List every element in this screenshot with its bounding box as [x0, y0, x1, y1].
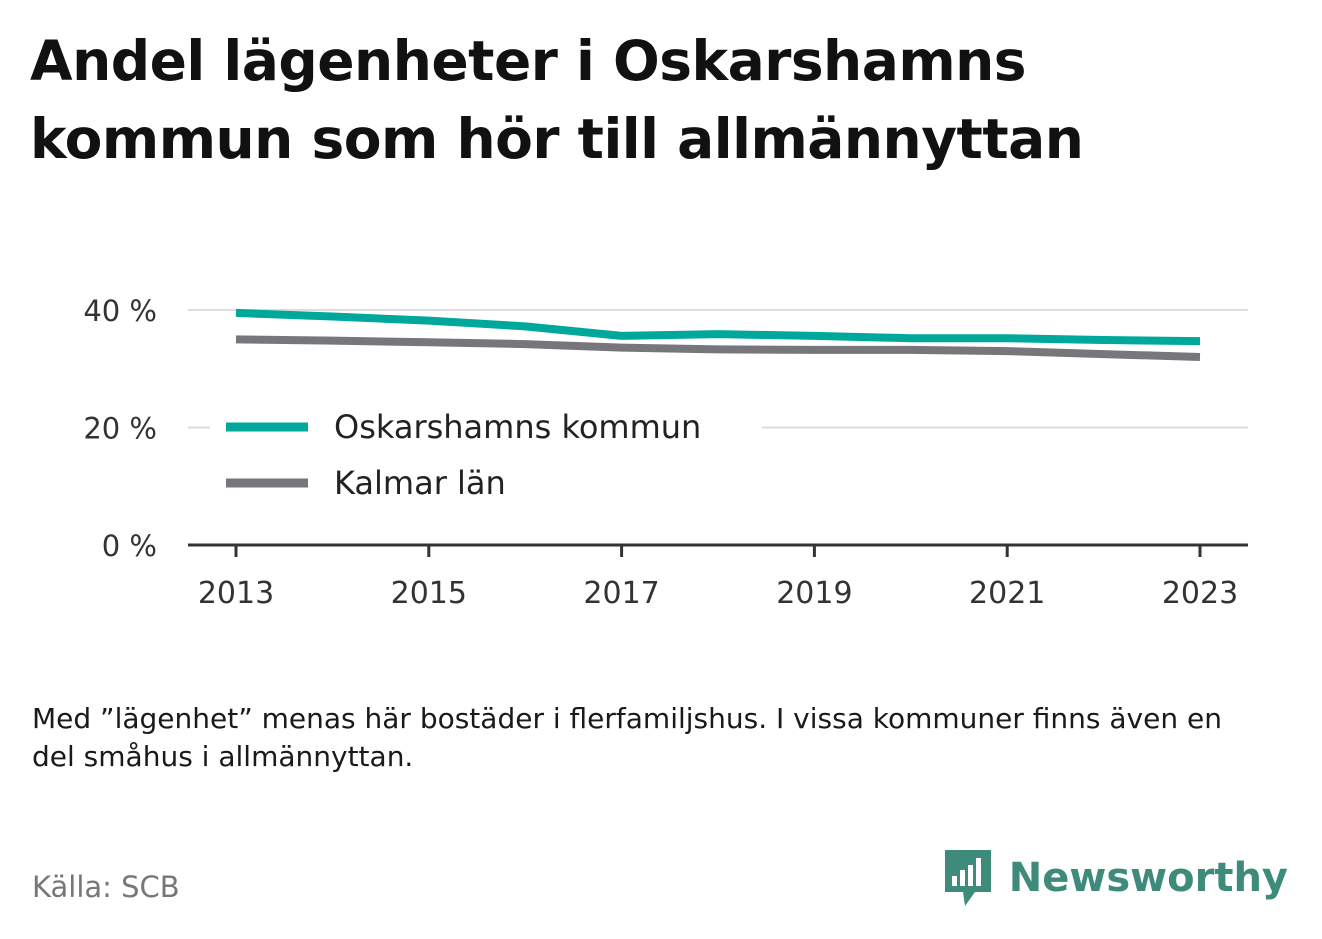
- legend-label: Oskarshamns kommun: [334, 408, 701, 446]
- x-tick-label: 2017: [583, 576, 659, 611]
- legend-label: Kalmar län: [334, 464, 506, 502]
- x-tick-label: 2013: [198, 576, 274, 611]
- series-line: [235, 335, 1201, 361]
- series-line: [235, 308, 1201, 346]
- x-axis-tick-labels: 2013 2015 2017 2019 2021 2023: [198, 576, 1238, 611]
- chart-title: Andel lägenheter i Oskarshamns kommun so…: [30, 29, 1084, 171]
- newsworthy-logo-icon: [944, 850, 991, 906]
- brand-name: Newsworthy: [1008, 855, 1288, 901]
- y-tick-label: 0 %: [102, 529, 157, 563]
- x-axis: [188, 543, 1248, 557]
- legend: Oskarshamns kommun Kalmar län: [210, 402, 762, 514]
- x-tick-label: 2015: [391, 576, 467, 611]
- source-label: Källa: SCB: [32, 870, 180, 904]
- x-tick-label: 2023: [1162, 576, 1238, 611]
- x-tick-label: 2019: [776, 576, 852, 611]
- x-tick-label: 2021: [969, 576, 1045, 611]
- series-lines: [235, 308, 1201, 361]
- legend-background: [210, 402, 762, 514]
- y-tick-label: 20 %: [83, 412, 157, 446]
- chart-note: Med ”lägenhet” menas här bostäder i fler…: [32, 702, 1222, 773]
- brand-logo: Newsworthy: [943, 848, 1288, 908]
- y-tick-label: 40 %: [83, 294, 157, 328]
- y-axis-tick-labels: 0 % 20 % 40 %: [83, 294, 157, 563]
